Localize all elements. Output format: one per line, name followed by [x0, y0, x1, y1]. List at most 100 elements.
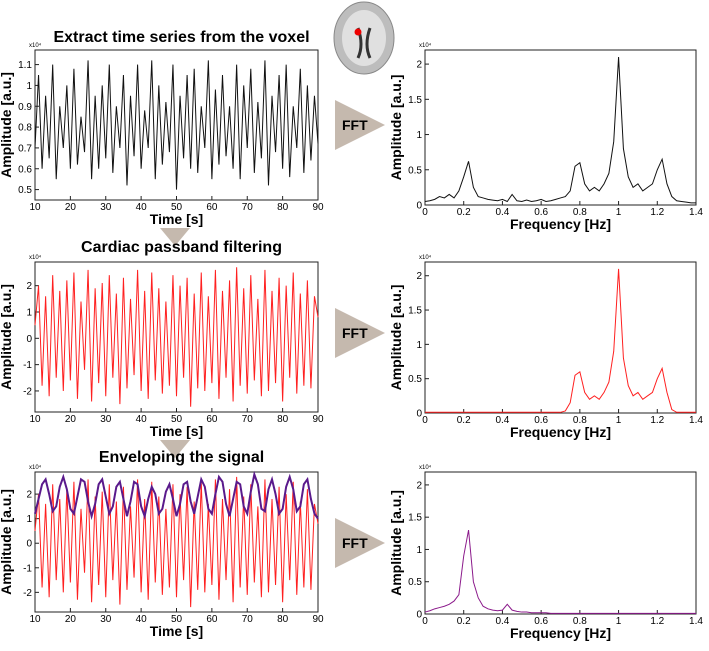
x-tick-label: 0.8 — [573, 616, 587, 627]
y-tick-label: 0.7 — [18, 143, 32, 154]
y-axis-label: Amplitude [a.u.] — [0, 489, 14, 595]
y-tick-label: 1 — [26, 81, 32, 92]
x-tick-label: 0.4 — [495, 415, 509, 426]
y-tick-label: 0 — [416, 610, 422, 621]
x-axis-label: Frequency [Hz] — [510, 424, 611, 440]
x-axis-label: Frequency [Hz] — [510, 625, 611, 641]
y-tick-label: 1 — [416, 545, 422, 556]
down-arrow — [160, 228, 190, 246]
x-tick-label: 70 — [242, 414, 254, 425]
x-tick-label: 90 — [312, 614, 324, 625]
x-tick-label: 10 — [29, 614, 41, 625]
x-tick-label: 0.6 — [534, 616, 548, 627]
arrow — [335, 518, 385, 568]
x-tick-label: 1.2 — [650, 207, 664, 218]
x-axis-label: Time [s] — [150, 423, 203, 439]
x-tick-label: 0.8 — [573, 415, 587, 426]
y-tick-label: 1 — [416, 340, 422, 351]
y-tick-label: 2 — [26, 490, 32, 501]
x-tick-label: 10 — [29, 414, 41, 425]
x-axis-label: Frequency [Hz] — [510, 216, 611, 232]
x-tick-label: 60 — [206, 414, 218, 425]
x-tick-label: 0.4 — [495, 616, 509, 627]
x-tick-label: 50 — [171, 414, 183, 425]
y-tick-label: 1.5 — [408, 306, 422, 317]
y-tick-label: 0 — [26, 334, 32, 345]
y-tick-label: 0.6 — [18, 164, 32, 175]
fft-label: FFT — [342, 117, 368, 133]
arrow — [335, 308, 385, 358]
x-tick-label: 20 — [65, 614, 77, 625]
x-tick-label: 30 — [100, 414, 112, 425]
y-axis-label: Amplitude [a.u.] — [388, 490, 404, 596]
x-tick-label: 0 — [422, 207, 428, 218]
brain-inner — [342, 10, 386, 66]
x-tick-label: 50 — [171, 202, 183, 213]
x-tick-label: 0 — [422, 415, 428, 426]
x-tick-label: 0.6 — [534, 207, 548, 218]
y-tick-label: 1 — [416, 130, 422, 141]
y-tick-label: -2 — [23, 386, 32, 397]
x-tick-label: 30 — [100, 614, 112, 625]
x-tick-label: 1.4 — [689, 415, 703, 426]
x-tick-label: 0.8 — [573, 207, 587, 218]
y-tick-label: 0 — [416, 409, 422, 420]
y-tick-label: 2 — [416, 60, 422, 71]
x-tick-label: 1 — [616, 616, 622, 627]
x-tick-label: 0 — [422, 616, 428, 627]
y-tick-label: 0 — [26, 539, 32, 550]
y-tick-label: 1 — [26, 514, 32, 525]
chart-title: Enveloping the signal — [99, 449, 264, 466]
x-tick-label: 0.4 — [495, 207, 509, 218]
y-tick-label: 1.5 — [408, 513, 422, 524]
chart-title: Extract time series from the voxel — [53, 29, 309, 46]
series-line — [34, 60, 319, 190]
x-tick-label: 20 — [65, 414, 77, 425]
y-tick-label: 2 — [416, 271, 422, 282]
y-tick-label: -2 — [23, 588, 32, 599]
scale-label: x10⁴ — [29, 464, 42, 471]
plot-frame — [424, 471, 697, 615]
y-axis-label: Amplitude [a.u.] — [0, 284, 14, 390]
x-tick-label: 1 — [616, 207, 622, 218]
plot-frame — [424, 261, 697, 414]
series-line — [34, 470, 319, 521]
y-tick-label: 0.5 — [18, 185, 32, 196]
y-tick-label: 1.1 — [18, 60, 32, 71]
fft-label: FFT — [342, 325, 368, 341]
x-tick-label: 20 — [65, 202, 77, 213]
scale-label: x10⁴ — [29, 42, 42, 49]
x-tick-label: 1.2 — [650, 616, 664, 627]
x-tick-label: 70 — [242, 202, 254, 213]
series-line — [34, 267, 319, 407]
y-tick-label: 0.9 — [18, 102, 32, 113]
series-line — [424, 57, 696, 204]
x-tick-label: 60 — [206, 614, 218, 625]
y-axis-label: Amplitude [a.u.] — [388, 285, 404, 391]
scale-label: x10⁴ — [29, 254, 42, 261]
x-tick-label: 40 — [136, 202, 148, 213]
brain-icon — [333, 1, 395, 75]
x-axis-label: Time [s] — [150, 211, 203, 227]
y-tick-label: 0.5 — [408, 577, 422, 588]
x-tick-label: 0.6 — [534, 415, 548, 426]
y-tick-label: 0.8 — [18, 123, 32, 134]
y-axis-label: Amplitude [a.u.] — [388, 75, 404, 181]
fft-label: FFT — [342, 535, 368, 551]
x-tick-label: 1 — [616, 415, 622, 426]
series-line — [424, 529, 696, 614]
x-tick-label: 90 — [312, 414, 324, 425]
y-tick-label: -1 — [23, 563, 32, 574]
x-tick-label: 50 — [171, 614, 183, 625]
x-tick-label: 40 — [136, 414, 148, 425]
y-tick-label: 2 — [26, 281, 32, 292]
y-tick-label: 2 — [416, 480, 422, 491]
arrow — [335, 100, 385, 150]
y-tick-label: 0 — [416, 201, 422, 212]
x-tick-label: 30 — [100, 202, 112, 213]
x-tick-label: 1.2 — [650, 415, 664, 426]
x-tick-label: 60 — [206, 202, 218, 213]
y-axis-label: Amplitude [a.u.] — [0, 72, 14, 178]
series-line — [34, 476, 319, 608]
